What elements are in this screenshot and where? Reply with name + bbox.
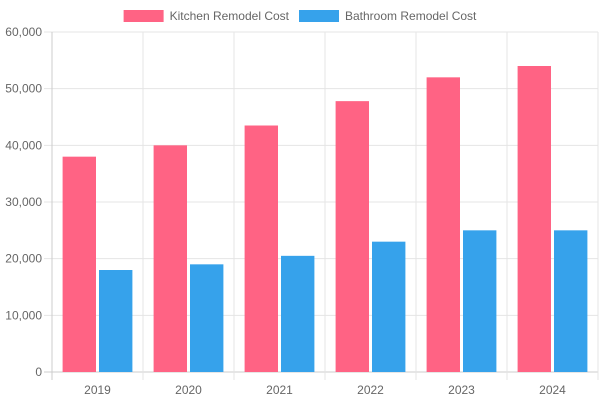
bar-kitchen-remodel-cost-2020[interactable] bbox=[153, 145, 187, 372]
x-tick-label: 2023 bbox=[448, 383, 475, 397]
bar-kitchen-remodel-cost-2024[interactable] bbox=[517, 66, 551, 372]
y-tick-label: 60,000 bbox=[5, 25, 42, 39]
bar-bathroom-remodel-cost-2022[interactable] bbox=[372, 241, 406, 372]
bar-bathroom-remodel-cost-2020[interactable] bbox=[190, 264, 224, 372]
legend: Kitchen Remodel Cost Bathroom Remodel Cos… bbox=[123, 9, 477, 23]
x-tick-label: 2024 bbox=[539, 383, 566, 397]
legend-swatch bbox=[299, 10, 339, 22]
bar-kitchen-remodel-cost-2019[interactable] bbox=[62, 156, 96, 372]
bar-kitchen-remodel-cost-2021[interactable] bbox=[244, 125, 278, 373]
bar-bathroom-remodel-cost-2021[interactable] bbox=[281, 255, 315, 372]
y-tick-label: 50,000 bbox=[5, 82, 42, 96]
y-tick-label: 20,000 bbox=[5, 252, 42, 266]
bar-kitchen-remodel-cost-2022[interactable] bbox=[335, 101, 369, 372]
x-axis: 2019 2020 2021 2022 2023 2024 bbox=[84, 383, 566, 397]
y-tick-label: 0 bbox=[35, 365, 42, 379]
bar-bathroom-remodel-cost-2019[interactable] bbox=[99, 270, 133, 372]
grid-lines bbox=[44, 31, 599, 380]
legend-label: Bathroom Remodel Cost bbox=[345, 9, 477, 23]
bar-bathroom-remodel-cost-2024[interactable] bbox=[554, 230, 588, 372]
x-tick-label: 2019 bbox=[84, 383, 111, 397]
y-tick-label: 10,000 bbox=[5, 308, 42, 322]
x-tick-label: 2020 bbox=[175, 383, 202, 397]
legend-item-kitchen-remodel-cost[interactable]: Kitchen Remodel Cost bbox=[123, 9, 290, 23]
y-tick-label: 30,000 bbox=[5, 195, 42, 209]
legend-swatch bbox=[123, 10, 164, 22]
bar-bathroom-remodel-cost-2023[interactable] bbox=[463, 230, 497, 372]
y-tick-label: 40,000 bbox=[5, 138, 42, 152]
legend-label: Kitchen Remodel Cost bbox=[170, 9, 290, 23]
bar-kitchen-remodel-cost-2023[interactable] bbox=[426, 77, 460, 372]
bars bbox=[62, 66, 588, 373]
x-tick-label: 2022 bbox=[357, 383, 384, 397]
legend-item-bathroom-remodel-cost[interactable]: Bathroom Remodel Cost bbox=[299, 9, 477, 23]
x-tick-label: 2021 bbox=[266, 383, 293, 397]
y-axis: 0 10,000 20,000 30,000 40,000 50,000 60,000 bbox=[5, 25, 42, 379]
